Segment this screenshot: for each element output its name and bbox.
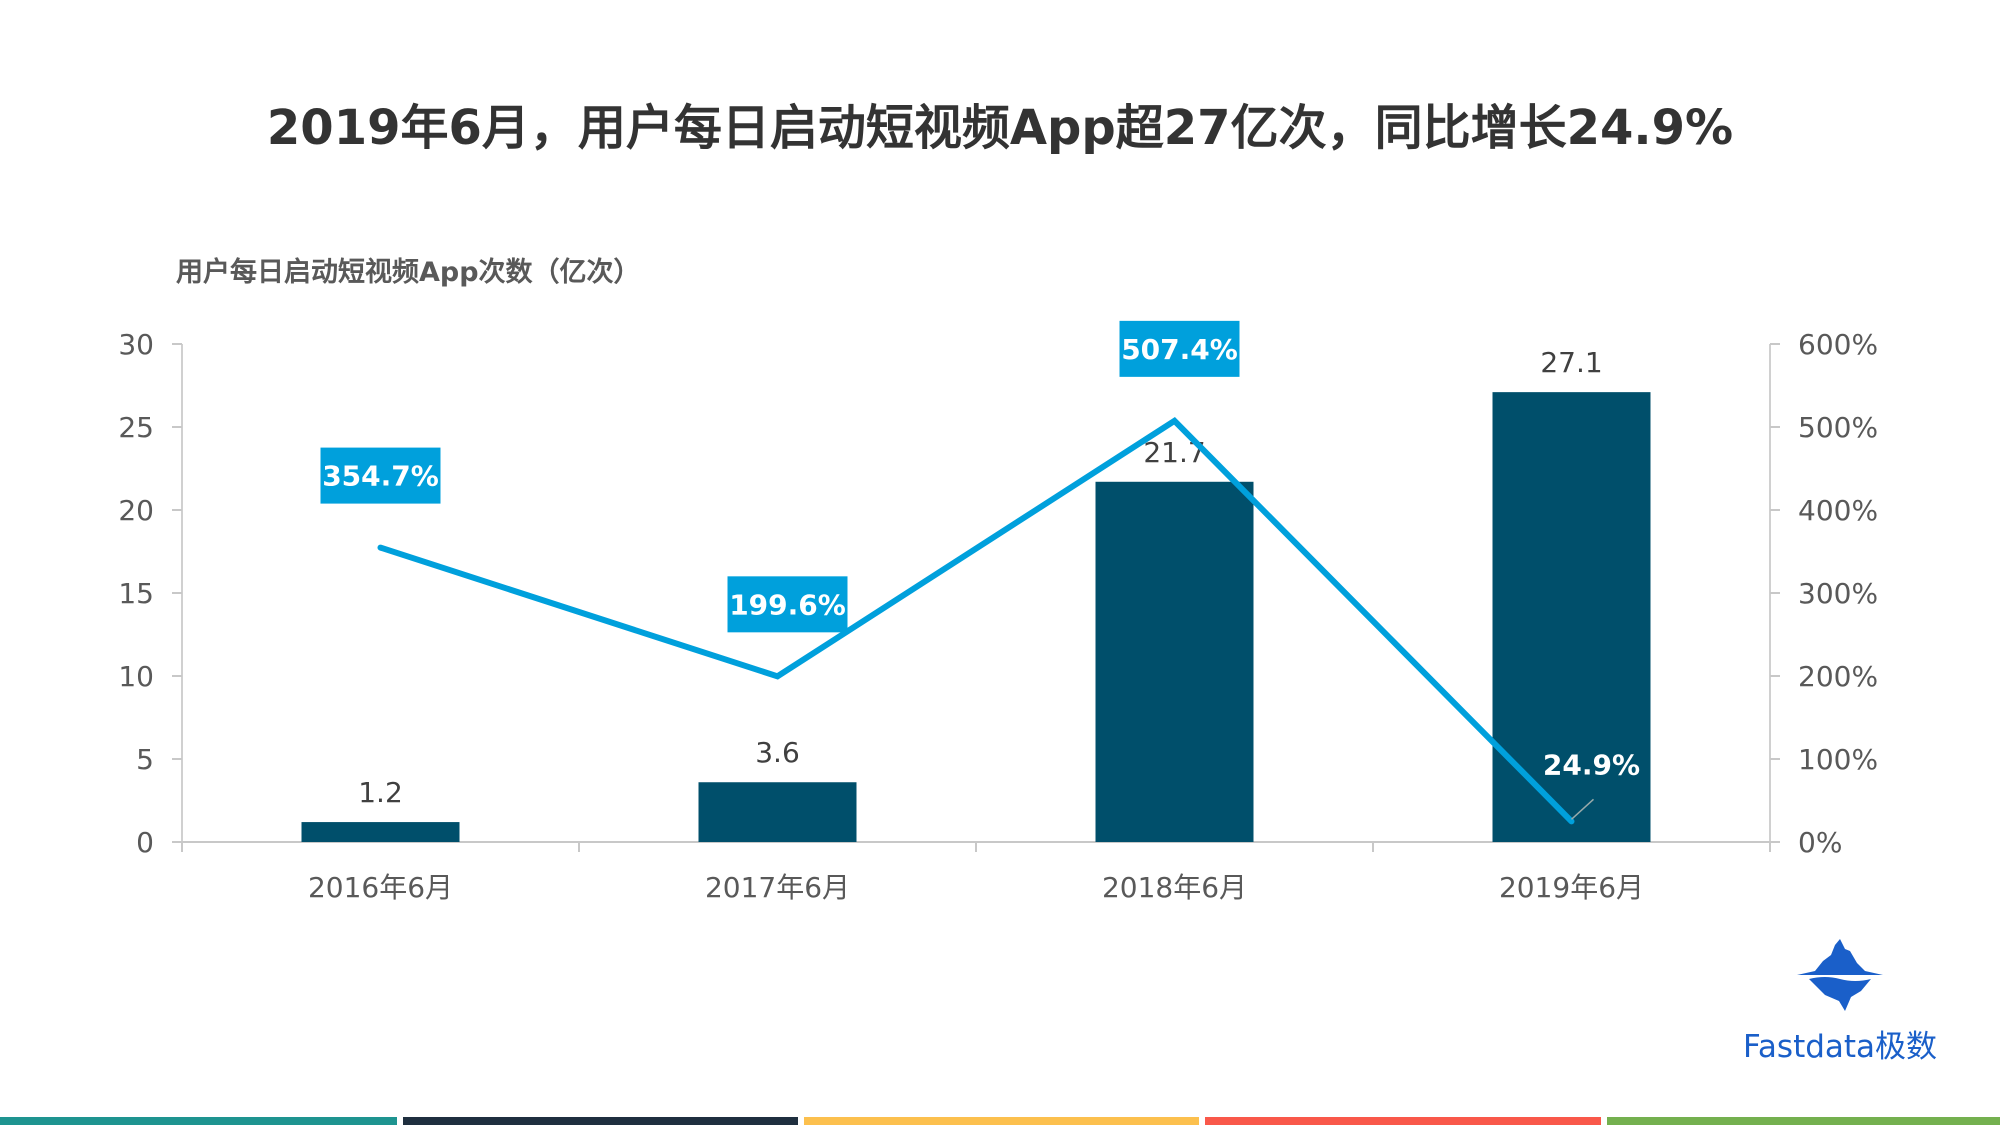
growth-value-label: 354.7% — [322, 460, 439, 493]
growth-line — [377, 417, 1575, 825]
footer-stripe-green — [1607, 1117, 2000, 1125]
bar — [698, 782, 857, 842]
growth-label-box — [320, 447, 441, 504]
bar — [301, 822, 460, 842]
logo-text: Fastdata极数 — [1742, 1029, 1938, 1065]
growth-value-label: 24.9% — [1543, 748, 1640, 781]
right-tick-label: 600% — [1798, 328, 1878, 361]
right-tick-label: 300% — [1798, 577, 1878, 610]
iceberg-logo-icon — [1797, 939, 1883, 1011]
growth-value-label: 199.6% — [729, 588, 846, 621]
right-tick-label: 400% — [1798, 494, 1878, 527]
growth-label-box — [1119, 320, 1240, 377]
x-tick-label: 2016年6月 — [308, 871, 453, 904]
bar-value-label: 27.1 — [1540, 346, 1602, 379]
right-tick-label: 200% — [1798, 660, 1878, 693]
growth-value-label: 507.4% — [1121, 333, 1238, 366]
left-tick-label: 0 — [136, 826, 154, 859]
left-tick-label: 10 — [118, 660, 154, 693]
bar — [1095, 481, 1254, 842]
left-tick-label: 5 — [136, 743, 154, 776]
left-tick-label: 30 — [118, 328, 154, 361]
x-tick-label: 2018年6月 — [1102, 871, 1247, 904]
left-tick-label: 20 — [118, 494, 154, 527]
logo: Fastdata极数 — [1730, 935, 1950, 1066]
y-axis-label: 用户每日启动短视频App次数（亿次） — [176, 257, 641, 288]
label-leader-line — [1570, 798, 1595, 820]
footer-stripe-red — [1205, 1117, 1601, 1125]
footer-stripe-teal — [0, 1117, 397, 1125]
bar-value-label: 3.6 — [755, 736, 800, 769]
growth-label-box — [727, 576, 848, 633]
left-tick-label: 25 — [118, 411, 154, 444]
chart-title: 2019年6月，用户每日启动短视频App超27亿次，同比增长24.9% — [266, 100, 1734, 156]
left-tick-label: 15 — [118, 577, 154, 610]
x-tick-label: 2019年6月 — [1499, 871, 1644, 904]
right-tick-label: 500% — [1798, 411, 1878, 444]
right-tick-label: 0% — [1798, 826, 1842, 859]
footer-stripe-navy — [403, 1117, 798, 1125]
x-tick-label: 2017年6月 — [705, 871, 850, 904]
footer-stripe-yellow — [804, 1117, 1199, 1125]
bar-value-label: 1.2 — [358, 776, 403, 809]
right-tick-label: 100% — [1798, 743, 1878, 776]
